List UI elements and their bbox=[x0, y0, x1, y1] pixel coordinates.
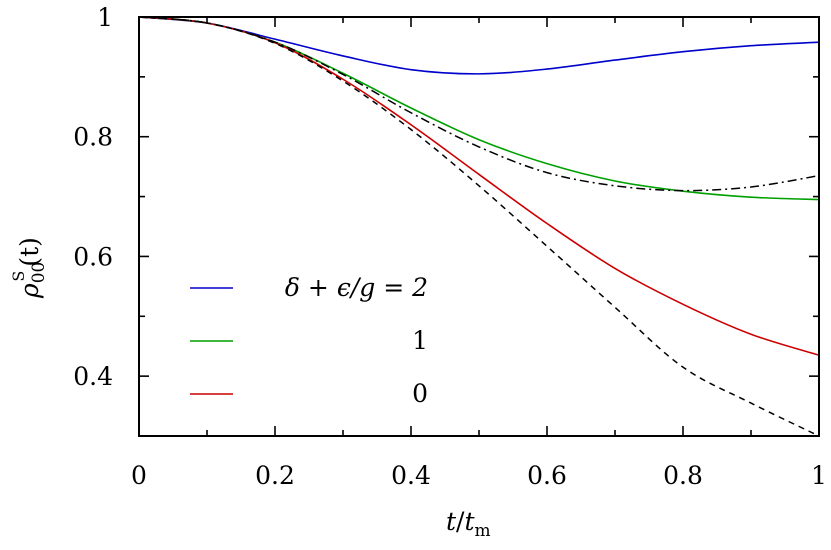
legend-label-0: 0 bbox=[412, 379, 428, 408]
y-tick-label: 0.4 bbox=[73, 362, 113, 391]
x-tick-label: 0.4 bbox=[391, 461, 431, 490]
legend: δ + ϵ/g = 2 1 0 bbox=[190, 273, 428, 408]
axis-ticks bbox=[138, 16, 820, 437]
x-tick-label: 1 bbox=[811, 461, 827, 490]
x-tick-label: 0.8 bbox=[663, 461, 703, 490]
tick-labels: 0 0.2 0.4 0.6 0.8 1 0.4 0.6 0.8 1 bbox=[73, 3, 827, 490]
series-line-4 bbox=[138, 16, 820, 437]
x-tick-label: 0.6 bbox=[527, 461, 567, 490]
series-line-0 bbox=[138, 16, 820, 75]
y-tick-label: 0.8 bbox=[73, 123, 113, 152]
series-line-1 bbox=[138, 16, 820, 201]
y-tick-label: 0.6 bbox=[73, 242, 113, 271]
y-tick-label: 1 bbox=[97, 3, 113, 32]
plot-lines bbox=[138, 16, 820, 437]
plot-frame bbox=[138, 16, 820, 437]
legend-label-2: δ + ϵ/g = 2 bbox=[285, 273, 428, 302]
x-axis-label: t/tm bbox=[446, 507, 491, 541]
series-line-3 bbox=[138, 16, 820, 192]
legend-label-1: 1 bbox=[412, 326, 428, 355]
x-tick-label: 0.2 bbox=[255, 461, 295, 490]
x-tick-label: 0 bbox=[131, 461, 147, 490]
y-axis-label: ρ00S(t) bbox=[9, 237, 49, 299]
